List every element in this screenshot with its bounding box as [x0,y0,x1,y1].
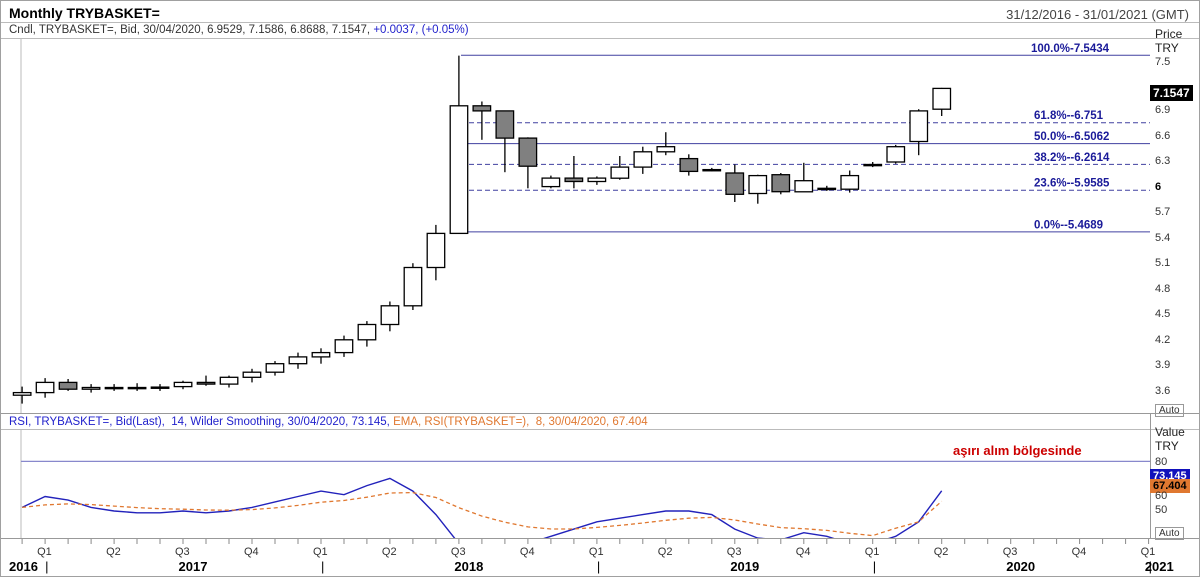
svg-text:0.0%--5.4689: 0.0%--5.4689 [1034,219,1103,231]
svg-text:50.0%--6.5062: 50.0%--6.5062 [1034,131,1109,143]
svg-text:100.0%-7.5434: 100.0%-7.5434 [1031,43,1110,55]
svg-text:61.8%--6.751: 61.8%--6.751 [1034,110,1104,122]
svg-text:23.6%--5.9585: 23.6%--5.9585 [1034,178,1110,190]
svg-text:38.2%--6.2614: 38.2%--6.2614 [1034,152,1110,164]
